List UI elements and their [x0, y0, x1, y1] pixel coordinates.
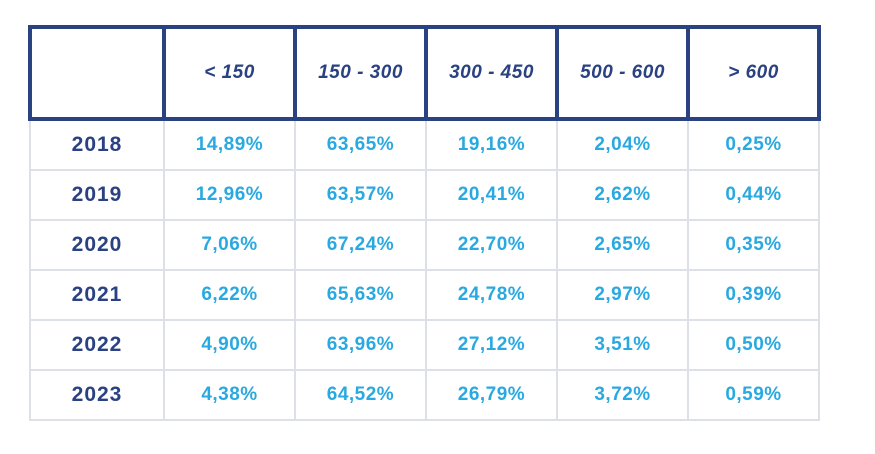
value-cell: 20,41% — [425, 169, 558, 221]
value-cell: 2,97% — [556, 269, 689, 321]
value-cell: 12,96% — [163, 169, 296, 221]
table-row-2023: 2023 4,38% 64,52% 26,79% 3,72% 0,59% — [29, 369, 820, 421]
value-cell: 3,72% — [556, 369, 689, 421]
value-cell: 63,65% — [294, 118, 427, 171]
value-cell: 6,22% — [163, 269, 296, 321]
value-cell: 0,59% — [687, 369, 820, 421]
year-cell: 2021 — [29, 269, 165, 321]
value-cell: 27,12% — [425, 319, 558, 371]
value-cell: 0,25% — [687, 118, 820, 171]
value-cell: 2,04% — [556, 118, 689, 171]
table-row-2022: 2022 4,90% 63,96% 27,12% 3,51% 0,50% — [29, 319, 820, 371]
table-row-2018: 2018 14,89% 63,65% 19,16% 2,04% 0,25% — [29, 118, 820, 171]
value-cell: 65,63% — [294, 269, 427, 321]
year-cell: 2019 — [29, 169, 165, 221]
value-cell: 24,78% — [425, 269, 558, 321]
header-cell-gt600: > 600 — [686, 25, 821, 121]
header-cell-150-300: 150 - 300 — [293, 25, 428, 121]
value-cell: 0,35% — [687, 219, 820, 271]
value-cell: 0,50% — [687, 319, 820, 371]
value-cell: 26,79% — [425, 369, 558, 421]
value-cell: 67,24% — [294, 219, 427, 271]
value-cell: 14,89% — [163, 118, 296, 171]
table-row-2020: 2020 7,06% 67,24% 22,70% 2,65% 0,35% — [29, 219, 820, 271]
table-row-2019: 2019 12,96% 63,57% 20,41% 2,62% 0,44% — [29, 169, 820, 221]
value-cell: 7,06% — [163, 219, 296, 271]
value-cell: 64,52% — [294, 369, 427, 421]
value-cell: 2,65% — [556, 219, 689, 271]
year-cell: 2020 — [29, 219, 165, 271]
value-cell: 63,57% — [294, 169, 427, 221]
year-cell: 2022 — [29, 319, 165, 371]
distribution-table: < 150 150 - 300 300 - 450 500 - 600 > 60… — [28, 25, 821, 421]
year-cell: 2023 — [29, 369, 165, 421]
value-cell: 4,90% — [163, 319, 296, 371]
value-cell: 0,44% — [687, 169, 820, 221]
value-cell: 4,38% — [163, 369, 296, 421]
value-cell: 19,16% — [425, 118, 558, 171]
value-cell: 0,39% — [687, 269, 820, 321]
value-cell: 22,70% — [425, 219, 558, 271]
header-cell-lt150: < 150 — [162, 25, 297, 121]
year-cell: 2018 — [29, 118, 165, 171]
table-header-row: < 150 150 - 300 300 - 450 500 - 600 > 60… — [28, 25, 821, 121]
table-row-2021: 2021 6,22% 65,63% 24,78% 2,97% 0,39% — [29, 269, 820, 321]
header-cell-500-600: 500 - 600 — [555, 25, 690, 121]
value-cell: 2,62% — [556, 169, 689, 221]
value-cell: 3,51% — [556, 319, 689, 371]
header-cell-300-450: 300 - 450 — [424, 25, 559, 121]
value-cell: 63,96% — [294, 319, 427, 371]
header-cell-empty — [28, 25, 166, 121]
